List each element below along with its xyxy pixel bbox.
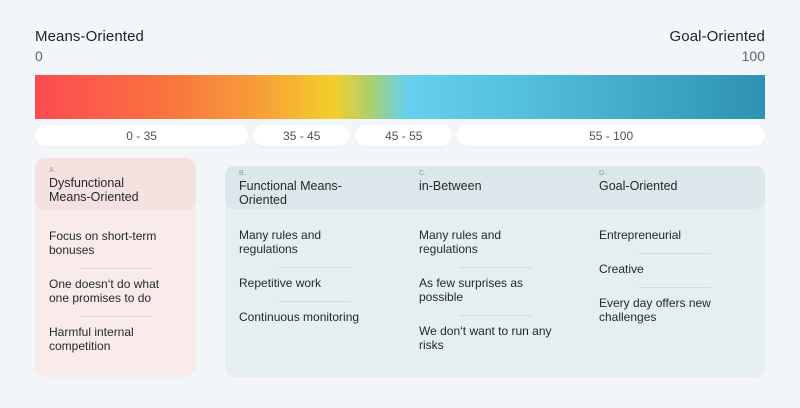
- column-d-items: Entrepreneurial Creative Every day offer…: [585, 209, 765, 362]
- column-b-header: B. Functional Means-Oriented: [225, 166, 405, 209]
- range-pill-0-35: 0 - 35: [35, 125, 249, 146]
- column-d-title: Goal-Oriented: [599, 179, 678, 193]
- card-dysfunctional-means-oriented: A. Dysfunctional Means-Oriented Focus on…: [35, 158, 196, 377]
- card-a-title: Dysfunctional Means-Oriented: [49, 176, 139, 204]
- item-divider: [79, 267, 152, 269]
- column-d-header: D. Goal-Oriented: [585, 166, 765, 209]
- score-range-pills: 0 - 35 35 - 45 45 - 55 55 - 100: [35, 125, 765, 146]
- item-divider: [279, 266, 351, 268]
- range-pill-35-45: 35 - 45: [253, 125, 351, 146]
- scale-min-value: 0: [35, 48, 43, 64]
- item-divider: [459, 314, 531, 316]
- list-item: Repetitive work: [239, 275, 322, 290]
- list-item: One doesn‘t do what one promises to do: [49, 276, 160, 305]
- card-a-items: Focus on short-term bonuses One doesn‘t …: [35, 210, 196, 363]
- list-item: Continuous monitoring: [239, 309, 360, 324]
- scale-max-value: 100: [741, 48, 765, 64]
- column-c-items: Many rules and regulations As few surpri…: [405, 209, 585, 362]
- list-item: Many rules and regulations: [419, 228, 502, 256]
- column-d-letter: D.: [599, 170, 607, 177]
- column-b-title: Functional Means-Oriented: [239, 179, 342, 207]
- column-b-items: Many rules and regulations Repetitive wo…: [225, 209, 405, 362]
- item-divider: [639, 286, 711, 288]
- range-pill-55-100: 55 - 100: [457, 125, 765, 146]
- list-item: Focus on short-term bonuses: [49, 229, 157, 257]
- column-c-title: in-Between: [419, 179, 482, 193]
- list-item: We don‘t want to run any risks: [419, 323, 552, 352]
- list-item: Creative: [599, 261, 644, 276]
- list-item: Harmful internal competition: [49, 324, 134, 353]
- list-item: Many rules and regulations: [239, 228, 322, 256]
- list-item: Every day offers new challenges: [599, 295, 711, 324]
- gradient-scale-bar: [35, 75, 765, 119]
- list-item: As few surprises as possible: [419, 275, 524, 304]
- axis-labels: Means-Oriented Goal-Oriented: [35, 28, 765, 45]
- card-a-header: A. Dysfunctional Means-Oriented: [35, 158, 196, 210]
- left-pole-label: Means-Oriented: [35, 28, 144, 45]
- category-cards: A. Dysfunctional Means-Oriented Focus on…: [35, 158, 765, 377]
- column-c-letter: C.: [419, 170, 427, 177]
- item-divider: [279, 300, 351, 302]
- item-divider: [459, 266, 531, 268]
- right-pole-label: Goal-Oriented: [669, 28, 765, 45]
- item-divider: [79, 315, 152, 317]
- dimension-scale-diagram: Means-Oriented Goal-Oriented 0 100 0 - 3…: [35, 28, 765, 377]
- column-c-header: C. in-Between: [405, 166, 585, 209]
- list-item: Entrepreneurial: [599, 228, 682, 242]
- card-means-to-goal-group: B. Functional Means-Oriented C. in-Betwe…: [225, 166, 765, 377]
- column-b-letter: B.: [239, 170, 247, 177]
- item-divider: [639, 252, 711, 254]
- range-pill-45-55: 45 - 55: [355, 125, 453, 146]
- group-card-header: B. Functional Means-Oriented C. in-Betwe…: [225, 166, 765, 209]
- group-card-body: Many rules and regulations Repetitive wo…: [225, 209, 765, 362]
- axis-values: 0 100: [35, 48, 765, 64]
- card-a-letter: A.: [49, 167, 57, 174]
